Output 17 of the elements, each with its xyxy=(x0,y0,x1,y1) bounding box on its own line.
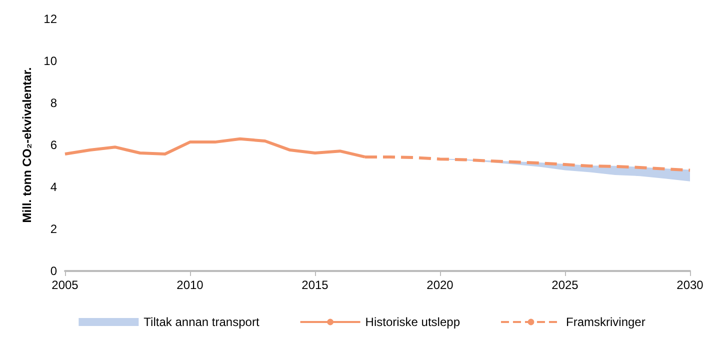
legend-label: Historiske utslepp xyxy=(365,315,460,329)
y-tick-label: 2 xyxy=(50,222,58,236)
legend-label: Tiltak annan transport xyxy=(144,315,260,329)
x-tick-label: 2020 xyxy=(426,278,454,292)
x-tick-label: 2025 xyxy=(552,278,579,292)
y-axis-title: Mill. tonn CO₂-ekvivalentar. xyxy=(20,67,34,223)
x-tick-label: 2015 xyxy=(302,278,329,292)
x-tick-label: 2005 xyxy=(52,278,79,292)
y-tick-label: 0 xyxy=(50,264,58,278)
legend-label: Framskrivinger xyxy=(566,315,646,329)
x-tick-label: 2030 xyxy=(676,278,704,292)
y-tick-label: 8 xyxy=(50,96,58,110)
y-tick-label: 6 xyxy=(50,138,58,152)
y-tick-label: 10 xyxy=(44,54,58,68)
y-tick-label: 4 xyxy=(50,180,58,194)
x-tick-label: 2010 xyxy=(176,278,204,292)
y-tick-label: 12 xyxy=(44,12,58,26)
